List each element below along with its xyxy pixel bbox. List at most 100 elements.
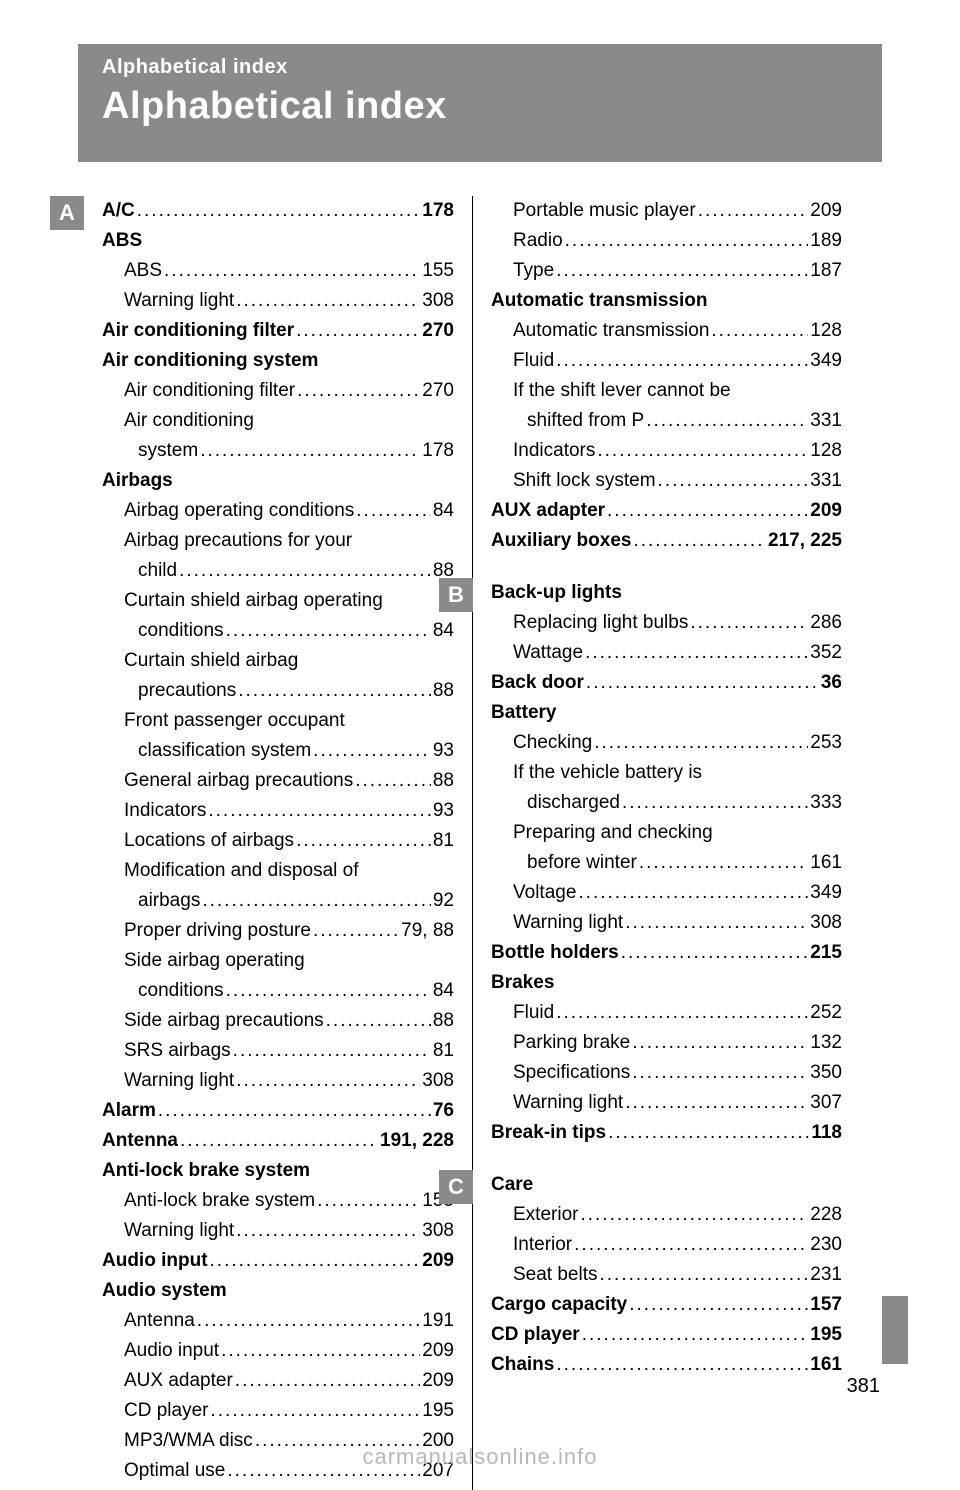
index-entry: A/C 178: [102, 196, 454, 226]
side-tab: [882, 1296, 908, 1364]
entry-leader-dots: [556, 256, 808, 286]
entry-leader-dots: [137, 196, 421, 226]
entry-label: Indicators: [513, 436, 595, 466]
index-entry: Chains161: [491, 1350, 842, 1380]
entry-pages: 333: [810, 788, 842, 818]
index-entry: Auxiliary boxes217, 225: [491, 526, 842, 556]
index-entry: General airbag precautions88: [102, 766, 454, 796]
entry-leader-dots: [296, 316, 420, 346]
index-entry: Audio system: [102, 1276, 454, 1306]
index-entry: Air conditioning: [102, 406, 454, 436]
index-entry: Preparing and checking: [491, 818, 842, 848]
entry-pages: 84: [433, 976, 454, 1006]
entry-label: Automatic transmission: [513, 316, 709, 346]
entry-label: Warning light: [513, 908, 623, 938]
entry-label: Air conditioning filter: [124, 376, 295, 406]
entry-pages: 178: [422, 196, 454, 226]
entry-leader-dots: [608, 1118, 809, 1148]
entry-pages: 209: [422, 1336, 454, 1366]
index-section: Portable music player209Radio189Type187A…: [491, 196, 842, 556]
entry-label: Air conditioning filter: [102, 316, 294, 346]
entry-label: A/C: [102, 196, 135, 226]
entry-label: child: [138, 556, 177, 586]
index-entry: Side airbag operating: [102, 946, 454, 976]
entry-pages: 352: [810, 638, 842, 668]
entry-leader-dots: [582, 1320, 809, 1350]
entry-pages: 270: [422, 376, 454, 406]
entry-pages: 331: [810, 406, 842, 436]
index-entry: Airbag precautions for your: [102, 526, 454, 556]
entry-pages: 209: [422, 1366, 454, 1396]
entry-pages: 76: [433, 1096, 454, 1126]
entry-label: Shift lock system: [513, 466, 656, 496]
entry-leader-dots: [690, 608, 808, 638]
entry-leader-dots: [236, 286, 420, 316]
entry-leader-dots: [632, 1058, 808, 1088]
entry-leader-dots: [597, 436, 808, 466]
index-entry: Fluid252: [491, 998, 842, 1028]
entry-pages: 209: [810, 196, 842, 226]
entry-label: Alarm: [102, 1096, 156, 1126]
entry-label: Fluid: [513, 346, 554, 376]
entry-label: classification system: [138, 736, 311, 766]
entry-pages: 88: [433, 676, 454, 706]
entry-pages: 228: [810, 1200, 842, 1230]
entry-label: Exterior: [513, 1200, 578, 1230]
entry-leader-dots: [210, 1396, 420, 1426]
entry-label: Locations of airbags: [124, 826, 294, 856]
index-entry: Battery: [491, 698, 842, 728]
entry-leader-dots: [633, 526, 766, 556]
entry-label: Radio: [513, 226, 563, 256]
index-entry: conditions84: [102, 616, 454, 646]
entry-label: Side airbag operating: [124, 946, 305, 976]
entry-label: Checking: [513, 728, 592, 758]
index-entry: Wattage352: [491, 638, 842, 668]
entry-leader-dots: [646, 406, 808, 436]
entry-label: Audio input: [102, 1246, 208, 1276]
entry-label: Brakes: [491, 968, 554, 998]
entry-label: ABS: [124, 256, 162, 286]
entry-pages: 92: [433, 886, 454, 916]
index-section: CCareExterior228Interior230Seat belts231…: [491, 1170, 842, 1380]
index-entry: Specifications350: [491, 1058, 842, 1088]
entry-pages: 230: [810, 1230, 842, 1260]
entry-pages: 252: [810, 998, 842, 1028]
index-entry: system178: [102, 436, 454, 466]
entry-pages: 132: [810, 1028, 842, 1058]
entry-leader-dots: [556, 346, 808, 376]
index-entry: Airbags: [102, 466, 454, 496]
entry-pages: 349: [810, 346, 842, 376]
entry-pages: 307: [810, 1088, 842, 1118]
entry-leader-dots: [356, 496, 431, 526]
entry-leader-dots: [556, 998, 808, 1028]
entry-label: Front passenger occupant: [124, 706, 345, 736]
entry-leader-dots: [210, 1246, 421, 1276]
entry-label: AUX adapter: [491, 496, 605, 526]
index-entry: Care: [491, 1170, 842, 1200]
entry-label: Warning light: [124, 1066, 234, 1096]
entry-label: Curtain shield airbag: [124, 646, 298, 676]
entry-pages: 191: [422, 1306, 454, 1336]
right-column: Portable music player209Radio189Type187A…: [472, 196, 842, 1490]
index-entry: Automatic transmission128: [491, 316, 842, 346]
entry-label: Battery: [491, 698, 556, 728]
entry-leader-dots: [632, 1028, 808, 1058]
entry-label: Audio input: [124, 1336, 219, 1366]
entry-leader-dots: [658, 466, 809, 496]
entry-label: Warning light: [124, 1216, 234, 1246]
entry-leader-dots: [629, 1290, 808, 1320]
index-entry: Automatic transmission: [491, 286, 842, 316]
entry-leader-dots: [296, 826, 431, 856]
entry-label: Anti-lock brake system: [124, 1186, 315, 1216]
entry-pages: 209: [810, 496, 842, 526]
entry-leader-dots: [578, 878, 808, 908]
index-entry: Antenna191: [102, 1306, 454, 1336]
entry-pages: 308: [422, 286, 454, 316]
entry-label: system: [138, 436, 198, 466]
entry-leader-dots: [226, 616, 431, 646]
left-column: AA/C178ABSABS155Warning light308Air cond…: [102, 196, 472, 1490]
entry-leader-dots: [580, 1200, 808, 1230]
index-entry: ABS155: [102, 256, 454, 286]
entry-leader-dots: [200, 436, 420, 466]
index-entry: Antenna191, 228: [102, 1126, 454, 1156]
